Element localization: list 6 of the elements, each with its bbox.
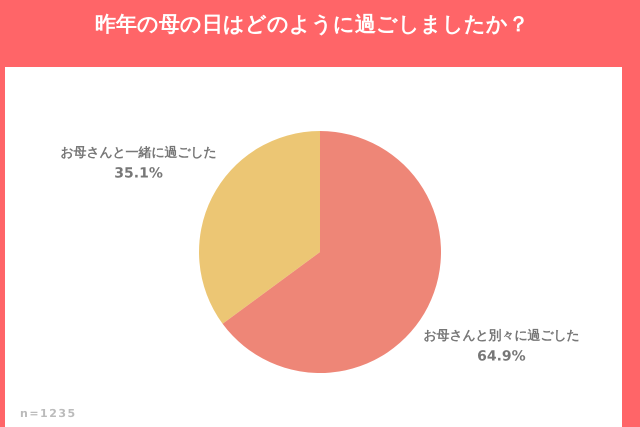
- slice-label: お母さんと別々に過ごした: [423, 328, 580, 344]
- chart-title: 昨年の母の日はどのように過ごしましたか？: [95, 12, 529, 36]
- text: n=1235: [20, 407, 77, 420]
- data-label: 35.1%: [114, 165, 163, 182]
- slice-label: お母さんと一緒に過ごした: [60, 145, 217, 160]
- data-label: 64.9%: [477, 348, 526, 365]
